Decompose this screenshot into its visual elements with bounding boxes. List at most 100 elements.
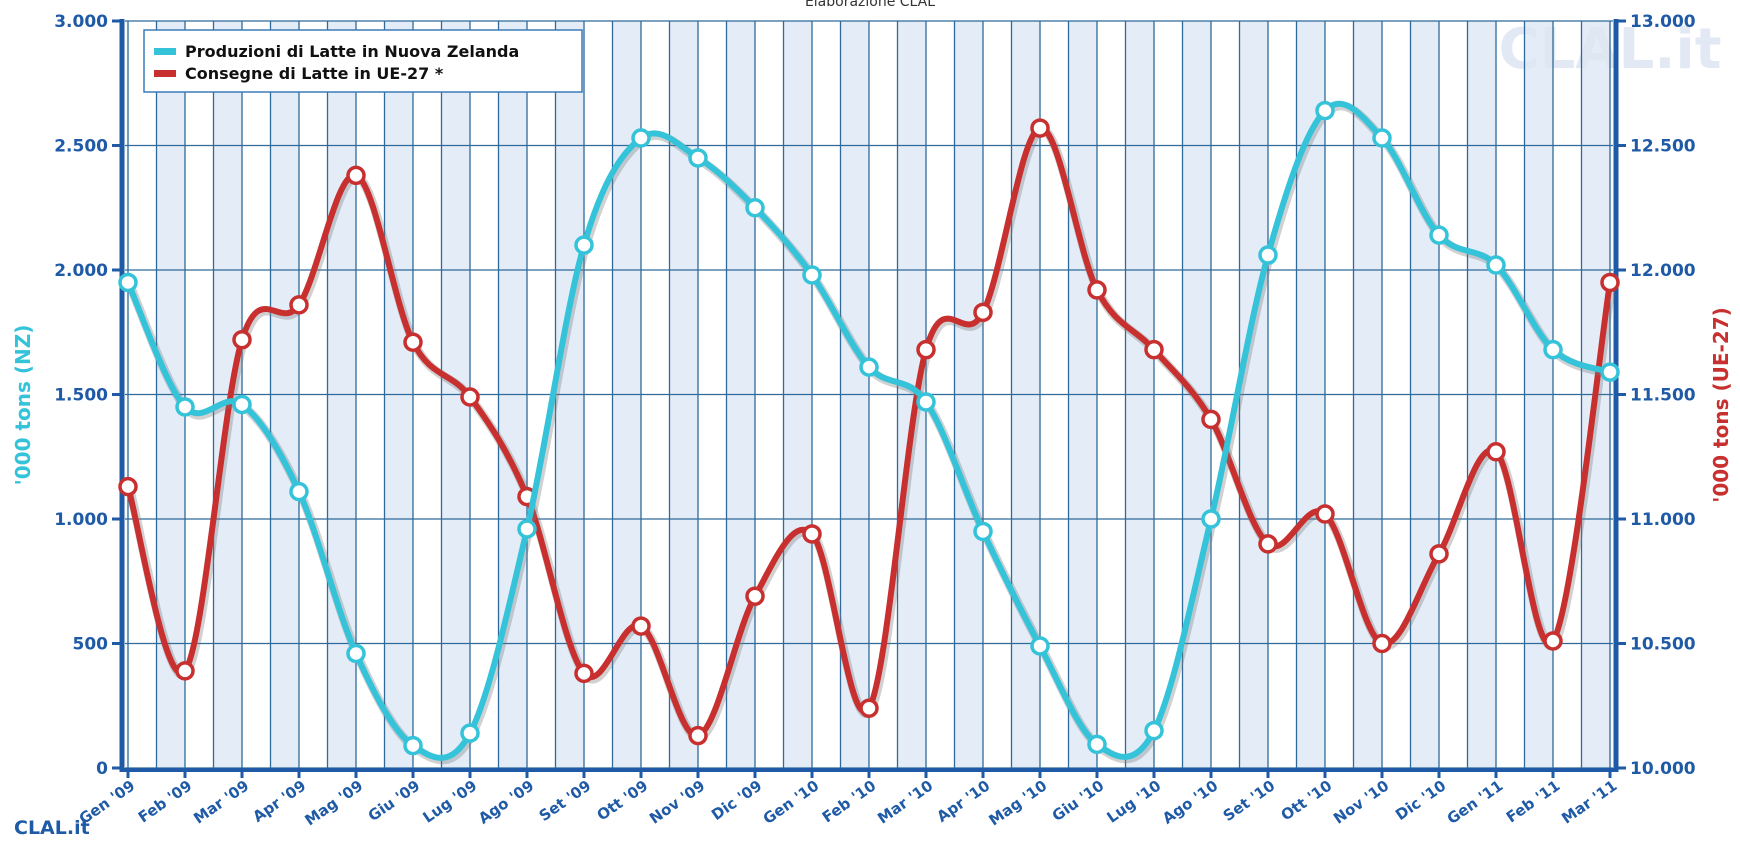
right-y-axis-ticks: 10.000 10.500 11.000 11.500 12.000 12.500 13.0… <box>1616 12 1696 779</box>
data-point <box>1486 442 1506 462</box>
left-tick-label: 1.000 <box>54 510 108 530</box>
data-point <box>1258 534 1278 554</box>
left-tick-label: 1.500 <box>54 386 108 406</box>
right-tick-label: 11.000 <box>1630 510 1696 530</box>
data-point <box>403 735 423 756</box>
x-tick-label: Ott '09 <box>594 777 652 825</box>
data-point <box>118 272 138 293</box>
brand-logo: CLAL.it <box>14 817 90 839</box>
data-point <box>1543 339 1563 360</box>
data-point <box>403 332 423 352</box>
x-tick-label: Set '09 <box>536 777 595 825</box>
data-point <box>631 616 651 636</box>
chart-subtitle: Elaborazione CLAL <box>805 0 935 10</box>
data-point <box>631 128 651 148</box>
data-point <box>574 235 594 255</box>
data-point <box>1486 255 1506 275</box>
x-tick-label: Mag '10 <box>986 777 1051 830</box>
data-point <box>460 387 480 407</box>
x-tick-label: Ago '09 <box>475 777 537 828</box>
data-point <box>802 265 822 285</box>
x-tick-label: Giu '10 <box>1049 777 1108 825</box>
right-tick-label: 10.000 <box>1630 759 1696 779</box>
data-point <box>1372 128 1392 148</box>
data-point <box>1201 409 1221 430</box>
right-tick-label: 10.500 <box>1630 635 1696 655</box>
data-point <box>1144 339 1164 360</box>
x-tick-label: Feb '11 <box>1503 777 1563 827</box>
data-point <box>118 476 138 497</box>
data-point <box>1144 720 1164 741</box>
data-point <box>973 302 993 323</box>
left-tick-label: 2.500 <box>54 137 108 157</box>
x-tick-label: Dic '09 <box>708 777 765 825</box>
data-point <box>346 165 366 186</box>
data-point <box>916 392 936 412</box>
data-point <box>1315 100 1335 121</box>
x-tick-label: Dic '10 <box>1392 777 1449 825</box>
x-tick-label: Ago '10 <box>1159 777 1221 828</box>
data-point <box>289 295 309 315</box>
data-point <box>802 524 822 544</box>
x-tick-label: Feb '09 <box>135 777 195 827</box>
x-tick-label: Gen '11 <box>1444 777 1507 828</box>
data-point <box>517 519 537 539</box>
data-point <box>859 698 879 718</box>
right-tick-label: 13.000 <box>1630 12 1696 32</box>
data-point <box>1258 245 1278 265</box>
data-point <box>973 521 993 542</box>
left-tick-label: 3.000 <box>54 12 108 32</box>
legend-box <box>143 29 583 93</box>
x-tick-label: Set '10 <box>1220 777 1279 825</box>
data-point <box>1030 636 1050 656</box>
x-tick-label: Gen '10 <box>760 777 823 828</box>
data-point <box>1600 362 1620 382</box>
legend-label-nz: Produzioni di Latte in Nuova Zelanda <box>185 42 519 61</box>
x-tick-label: Ott '10 <box>1278 777 1336 825</box>
data-point <box>289 481 309 502</box>
data-point <box>1087 734 1107 755</box>
data-point <box>916 339 936 360</box>
data-point <box>859 357 879 377</box>
left-axis-label: '000 tons (NZ) <box>11 325 35 486</box>
data-point <box>232 394 252 415</box>
x-tick-label: Nov '10 <box>1330 777 1392 828</box>
x-tick-label: Apr '10 <box>933 777 993 826</box>
legend-swatch-nz <box>154 48 176 55</box>
data-point <box>574 663 594 684</box>
left-tick-label: 2.000 <box>54 261 108 281</box>
x-tick-label: Mar '09 <box>190 777 252 828</box>
legend-swatch-eu <box>154 70 176 77</box>
legend: Produzioni di Latte in Nuova Zelanda Con… <box>143 29 583 93</box>
x-tick-label: Lug '10 <box>1103 777 1164 827</box>
data-point <box>1372 633 1392 654</box>
x-tick-label: Mar '10 <box>874 777 936 828</box>
data-point <box>745 586 765 606</box>
data-point <box>1600 272 1620 293</box>
x-tick-label: Feb '10 <box>819 777 879 827</box>
right-tick-label: 12.000 <box>1630 261 1696 281</box>
series-layer <box>118 100 1620 765</box>
x-tick-label: Nov '09 <box>646 777 708 828</box>
data-point <box>460 723 480 743</box>
data-point <box>745 198 765 218</box>
data-point <box>175 661 195 681</box>
data-point <box>688 148 708 168</box>
right-axis-label: '000 tons (UE-27) <box>1709 307 1733 503</box>
data-point <box>1087 280 1107 300</box>
data-point <box>1543 631 1563 651</box>
data-point <box>688 725 708 746</box>
series-eu <box>118 118 1620 746</box>
x-tick-label: Giu '09 <box>365 777 424 825</box>
left-tick-label: 500 <box>73 635 109 655</box>
right-tick-label: 12.500 <box>1630 137 1696 157</box>
left-y-axis-ticks: 0 500 1.000 1.500 2.000 2.500 3.000 <box>54 12 122 779</box>
left-tick-label: 0 <box>96 759 108 779</box>
legend-label-eu: Consegne di Latte in UE-27 * <box>185 64 444 83</box>
x-tick-label: Mar '11 <box>1558 777 1620 828</box>
x-tick-label: Mag '09 <box>302 777 367 830</box>
x-tick-label: Apr '09 <box>249 777 309 826</box>
data-point <box>1429 544 1449 564</box>
